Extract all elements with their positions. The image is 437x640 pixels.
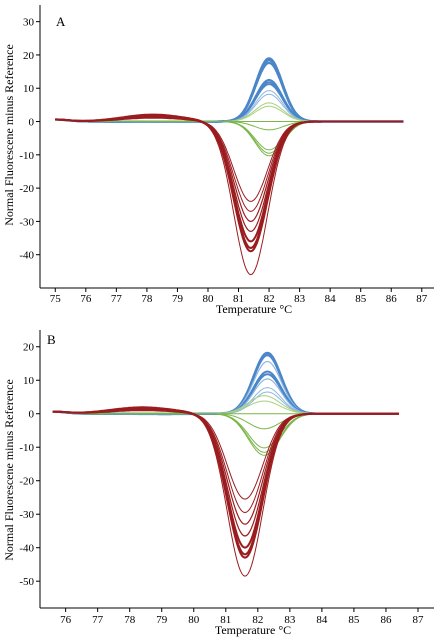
panel-a-x-tick-label: 80 — [202, 293, 214, 305]
panel-a-x-tick-label: 77 — [111, 293, 123, 305]
panel-a-x-tick-label: 82 — [264, 293, 275, 305]
panel-a-y-tick-label: -30 — [19, 216, 34, 228]
panel-b-y-tick-label: -40 — [19, 543, 34, 555]
panel-b-red-curve — [52, 406, 399, 549]
panel-a-x-tick-label: 86 — [386, 293, 398, 305]
panel-b-blue-curve — [52, 370, 399, 415]
panel-a-y-tick-label: -20 — [19, 183, 34, 195]
panel-b-series — [52, 351, 399, 577]
panel-b-y-tick-label: 10 — [23, 375, 35, 387]
panel-a-green-curve — [55, 119, 404, 154]
panel-b-x-tick-label: 85 — [348, 614, 360, 626]
panel-b-x-ticks: 76 77 78 79 80 81 82 83 84 85 86 87 — [60, 608, 424, 626]
panel-a-blue-curve — [55, 59, 404, 123]
panel-b-x-tick-label: 81 — [220, 614, 231, 626]
panel-b-x-tick-label: 87 — [412, 614, 424, 626]
panel-a-x-tick-label: 84 — [325, 293, 337, 305]
panel-a-x-tick-label: 78 — [141, 293, 153, 305]
panel-b-blue-curve — [52, 354, 399, 416]
panel-b-x-tick-label: 79 — [156, 614, 168, 626]
panel-a: A Normal Fluorescene minus Reference Tem… — [2, 5, 434, 316]
panel-a-label: A — [56, 14, 66, 29]
panel-b-green-curve — [52, 411, 399, 453]
panel-a-red-curve — [55, 113, 404, 253]
panel-a-blue-curve — [55, 61, 404, 123]
panel-a-blue-curve — [55, 83, 404, 123]
panel-b-blue-curve — [52, 373, 399, 415]
panel-a-y-tick-label: 0 — [29, 117, 35, 129]
panel-a-blue-curve — [55, 57, 404, 123]
panel-a-y-tick-label: 30 — [23, 17, 35, 29]
panel-b-label: B — [47, 332, 56, 347]
panel-a-x-tick-label: 79 — [172, 293, 184, 305]
panel-a-blue-curve — [55, 78, 404, 123]
panel-a-x-tick-label: 81 — [233, 293, 244, 305]
panel-a-blue-curve — [55, 81, 404, 123]
panel-b-y-tick-label: -10 — [19, 442, 34, 454]
panel-b-y-axis-label: Normal Fluorescene minus Reference — [2, 379, 16, 561]
panel-a-x-tick-label: 87 — [416, 293, 428, 305]
panel-a-x-tick-label: 85 — [355, 293, 367, 305]
panel-a-y-tick-label: 10 — [23, 83, 35, 95]
panel-b-y-tick-label: 0 — [29, 409, 35, 421]
panel-b-x-tick-label: 80 — [188, 614, 200, 626]
panel-a-green-curve — [55, 119, 404, 151]
panel-b-x-tick-label: 84 — [316, 614, 328, 626]
panel-a-x-tick-label: 75 — [50, 293, 62, 305]
panel-b-y-tick-label: -50 — [19, 576, 34, 588]
panel-b-blue-curve — [52, 378, 399, 415]
panel-b: B Normal Fluorescene minus Reference Tem… — [2, 330, 434, 637]
panel-b-x-axis-label: Temperature °C — [215, 623, 291, 637]
panel-b-x-tick-label: 76 — [60, 614, 72, 626]
panel-a-y-ticks: 30 20 10 0 -10 -20 -30 -40 — [19, 17, 40, 262]
panel-b-red-curve — [52, 408, 399, 525]
panel-b-blue-curve — [52, 360, 399, 415]
panel-a-y-tick-label: -40 — [19, 250, 34, 262]
panel-b-y-tick-label: -20 — [19, 476, 34, 488]
panel-b-x-tick-label: 83 — [284, 614, 296, 626]
panel-a-blue-curve — [55, 93, 404, 123]
panel-a-y-tick-label: -10 — [19, 150, 34, 162]
panel-a-x-tick-label: 76 — [80, 293, 92, 305]
panel-b-green-curve — [52, 411, 399, 449]
panel-a-green-curve — [55, 119, 404, 157]
panel-a-x-ticks: 75 76 77 78 79 80 81 82 83 84 85 86 87 — [50, 288, 428, 305]
panel-b-x-tick-label: 78 — [124, 614, 136, 626]
panel-b-x-tick-label: 77 — [92, 614, 104, 626]
panel-a-blue-curve — [55, 90, 404, 123]
panel-b-y-tick-label: -30 — [19, 509, 34, 521]
panel-a-series — [55, 57, 404, 276]
panel-a-y-axis-label: Normal Fluorescene minus Reference — [2, 44, 16, 226]
panel-b-y-tick-label: 20 — [23, 342, 35, 354]
panel-b-x-tick-label: 82 — [252, 614, 263, 626]
panel-a-red-curve — [55, 115, 404, 276]
panel-a-y-tick-label: 20 — [23, 50, 35, 62]
panel-b-x-tick-label: 86 — [380, 614, 392, 626]
panel-b-red-curve — [52, 408, 399, 577]
panel-b-blue-curve — [52, 351, 399, 416]
panel-b-y-ticks: 20 10 0 -10 -20 -30 -40 -50 — [19, 342, 40, 588]
panel-a-x-axis-label: Temperature °C — [216, 302, 292, 316]
panel-a-x-tick-label: 83 — [294, 293, 306, 305]
panel-b-green-curve — [52, 411, 399, 456]
